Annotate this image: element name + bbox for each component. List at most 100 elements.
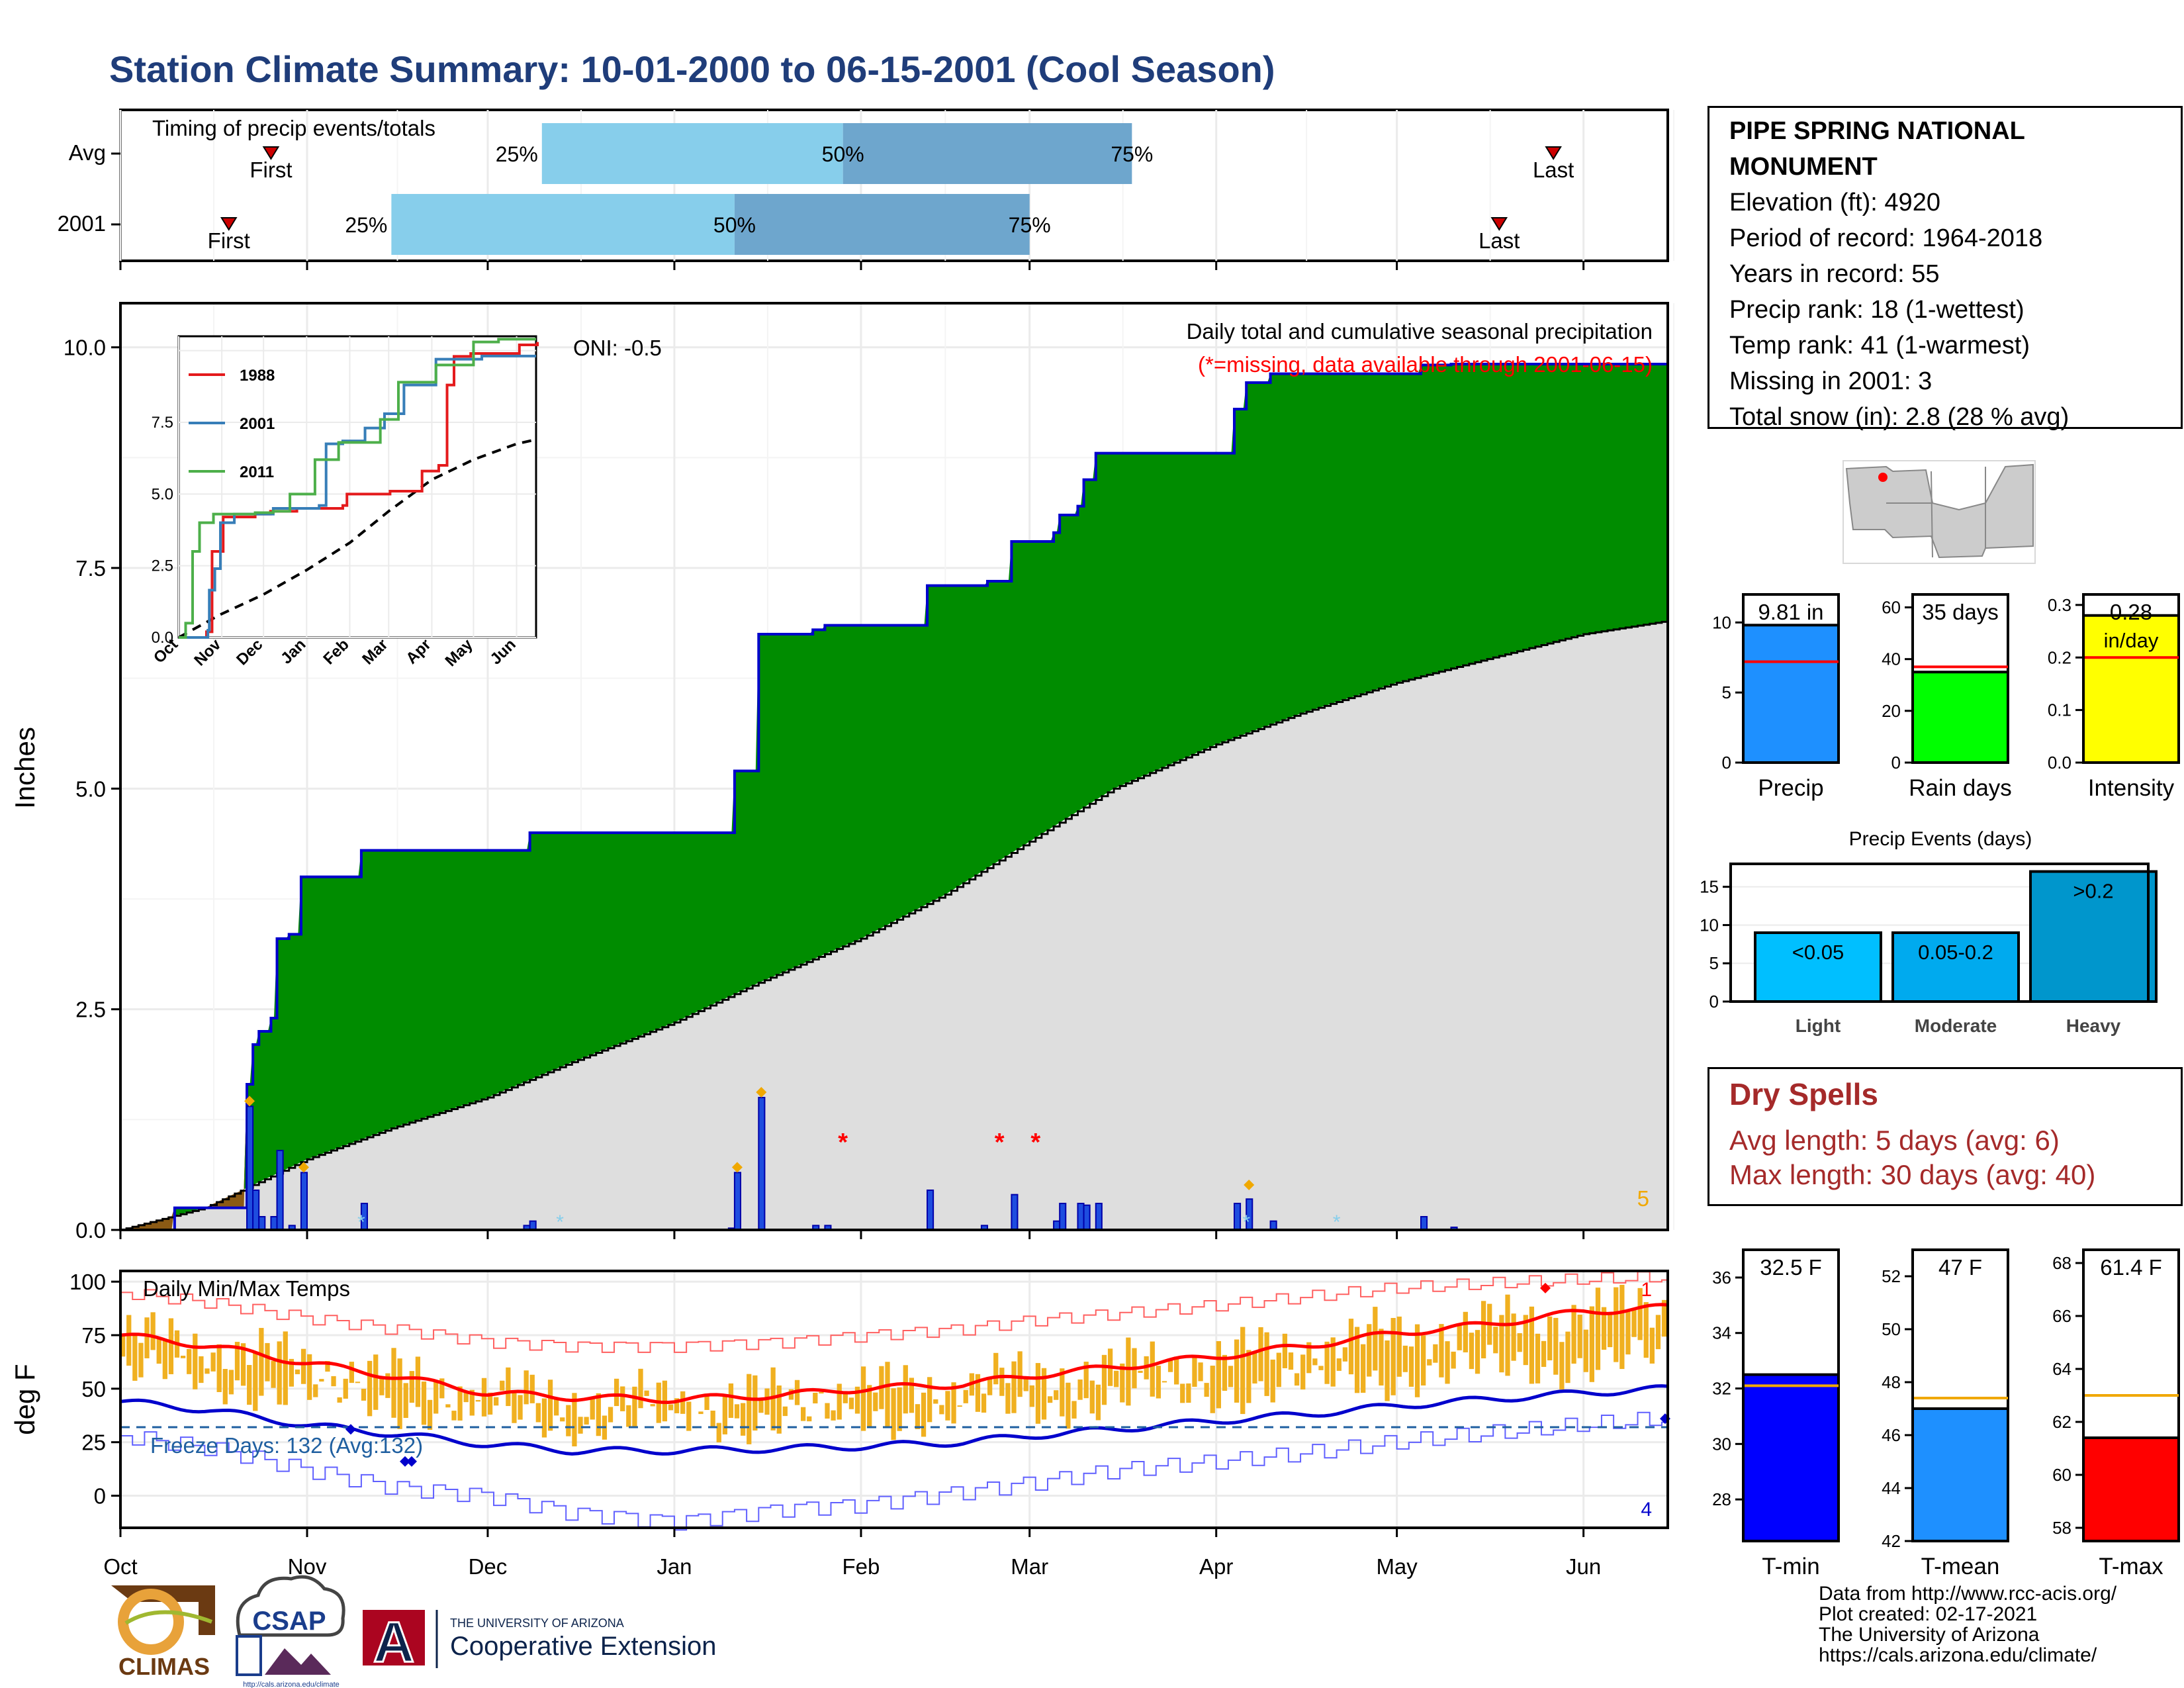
daily-temp-bar [909,1378,915,1413]
mini-chart-ytick-label: 36 [1712,1268,1731,1288]
daily-temp-bar [439,1378,445,1399]
temp-title: Daily Min/Max Temps [143,1276,350,1301]
dry-spells-header: Dry Spells [1729,1077,1878,1111]
daily-temp-bar [331,1376,336,1387]
daily-temp-bar [487,1392,493,1415]
cumulative-subtitle: (*=missing, data available through 2001-… [1198,352,1653,377]
mini-chart-ytick-label: 0 [1722,753,1731,773]
daily-temp-bar [307,1354,312,1400]
cumulative-ytick-label: 5.0 [75,776,106,801]
timing-p75-label: 75% [1111,142,1153,166]
daily-temp-bar [216,1344,222,1392]
inset-ytick-label: 0.0 [152,629,173,647]
daily-temp-bar [734,1404,740,1419]
record-marker [345,1424,356,1435]
daily-temp-bar [1517,1333,1522,1352]
timing-row-label-avg: Avg [69,140,106,165]
daily-temp-bar [698,1411,704,1415]
inset-legend-label: 1988 [240,367,275,385]
daily-temp-bar [1608,1313,1613,1348]
daily-temp-bar [722,1396,728,1434]
daily-temp-bar [1216,1340,1221,1409]
cumulative-ytick-label: 0.0 [75,1218,106,1243]
daily-temp-bar [1559,1342,1565,1390]
daily-temp-bar [1083,1362,1089,1399]
daily-temp-bar [867,1385,872,1428]
station-info-box: PIPE SPRING NATIONAL MONUMENT Elevation … [1707,106,2183,431]
mini-chart-bar [1742,1373,1840,1543]
daily-temp-bar [1421,1335,1426,1386]
daily-temp-bar [367,1360,373,1417]
daily-temp-bar [1258,1327,1263,1382]
credits: Data from http://www.rcc-acis.org/ Plot … [1819,1583,2116,1665]
temp-ytick-label: 100 [69,1270,106,1294]
cumulative-title: Daily total and cumulative seasonal prec… [1187,319,1653,344]
daily-temp-bar [240,1343,246,1386]
daily-temp-bar [1204,1383,1209,1397]
csap-logo: CSAP http://cals.arizona.edu/climate [236,1575,345,1688]
daily-temp-bar [1445,1341,1450,1384]
month-axis-labels: Oct Nov Dec Jan Feb Mar Apr May Jun [103,1528,1601,1579]
daily-temp-bar [1180,1383,1185,1403]
daily-temp-bar [373,1354,379,1410]
daily-precip-bar [1077,1203,1085,1231]
daily-temp-bar [343,1378,348,1399]
daily-temp-bar [379,1378,385,1395]
daily-temp-bar [981,1393,987,1413]
daily-temp-bar [337,1397,342,1403]
timing-p75-label: 75% [1009,213,1051,237]
month-label: Nov [288,1554,327,1579]
timing-p25-label: 25% [345,213,387,237]
freeze-days-label: Freeze Days: 132 (Avg:132) [150,1433,423,1458]
daily-temp-bar [1480,1301,1486,1358]
daily-temp-bar [1041,1368,1047,1420]
daily-temp-bar [842,1393,848,1403]
mini-chart-ytick-label: 60 [1882,598,1901,618]
mini-chart-ytick-label: 66 [2052,1306,2071,1326]
month-label: Mar [1011,1554,1048,1579]
temperature-panel: Daily Min/Max Temps Freeze Days: 132 (Av… [9,1270,1670,1579]
daily-temp-bar [957,1405,962,1407]
daily-temp-bar [355,1382,361,1383]
daily-temp-bar [1625,1311,1631,1355]
daily-temp-bar [933,1399,938,1404]
missing-day-marker: * [995,1129,1005,1156]
daily-temp-bar [596,1393,601,1436]
record-low-count: 4 [1641,1499,1652,1521]
location-map [1843,460,2036,564]
precip-events-bar-label: >0.2 [2073,880,2113,903]
mini-chart-bar [1742,624,1840,764]
daily-temp-bar [903,1365,908,1414]
daily-temp-bar [566,1405,571,1436]
daily-temp-bar [283,1331,288,1405]
daily-temp-bar [1066,1382,1071,1429]
daily-temp-bar [1342,1347,1348,1362]
daily-temp-bar [1583,1329,1588,1372]
daily-temp-bar [1186,1383,1191,1403]
daily-temp-bar [1408,1346,1414,1387]
month-label: Jun [1566,1554,1601,1579]
daily-temp-bar [138,1342,144,1378]
cumulative-ytick-label: 7.5 [75,556,106,581]
daily-temp-bar [921,1392,927,1437]
mini-chart-ytick-label: 28 [1712,1489,1731,1509]
daily-precip-bar [1059,1203,1067,1231]
daily-temp-bar [1288,1352,1294,1370]
daily-temp-bar [999,1368,1005,1396]
daily-temp-bar [1270,1359,1275,1403]
daily-temp-bar [451,1411,457,1421]
credit-line: https://cals.arizona.edu/climate/ [1819,1644,2097,1666]
daily-temp-bar [1643,1302,1649,1358]
mini-chart-ytick-label: 0.3 [2048,595,2071,615]
daily-temp-bar [837,1383,842,1420]
daily-temp-bar [1246,1350,1251,1403]
timing-bar-q2 [842,123,1132,184]
daily-temp-bar [512,1390,517,1423]
daily-temp-bar [741,1403,746,1436]
precip-events-border [1729,863,2150,1003]
logos: CLIMAS CSAP http://cals.arizona.edu/clim… [111,1575,716,1688]
inset-ytick-label: 2.5 [152,557,173,575]
mini-chart-ytick-label: 44 [1882,1478,1901,1498]
daily-temp-bar [758,1399,764,1413]
mini-chart-category-label: T-min [1762,1554,1820,1579]
